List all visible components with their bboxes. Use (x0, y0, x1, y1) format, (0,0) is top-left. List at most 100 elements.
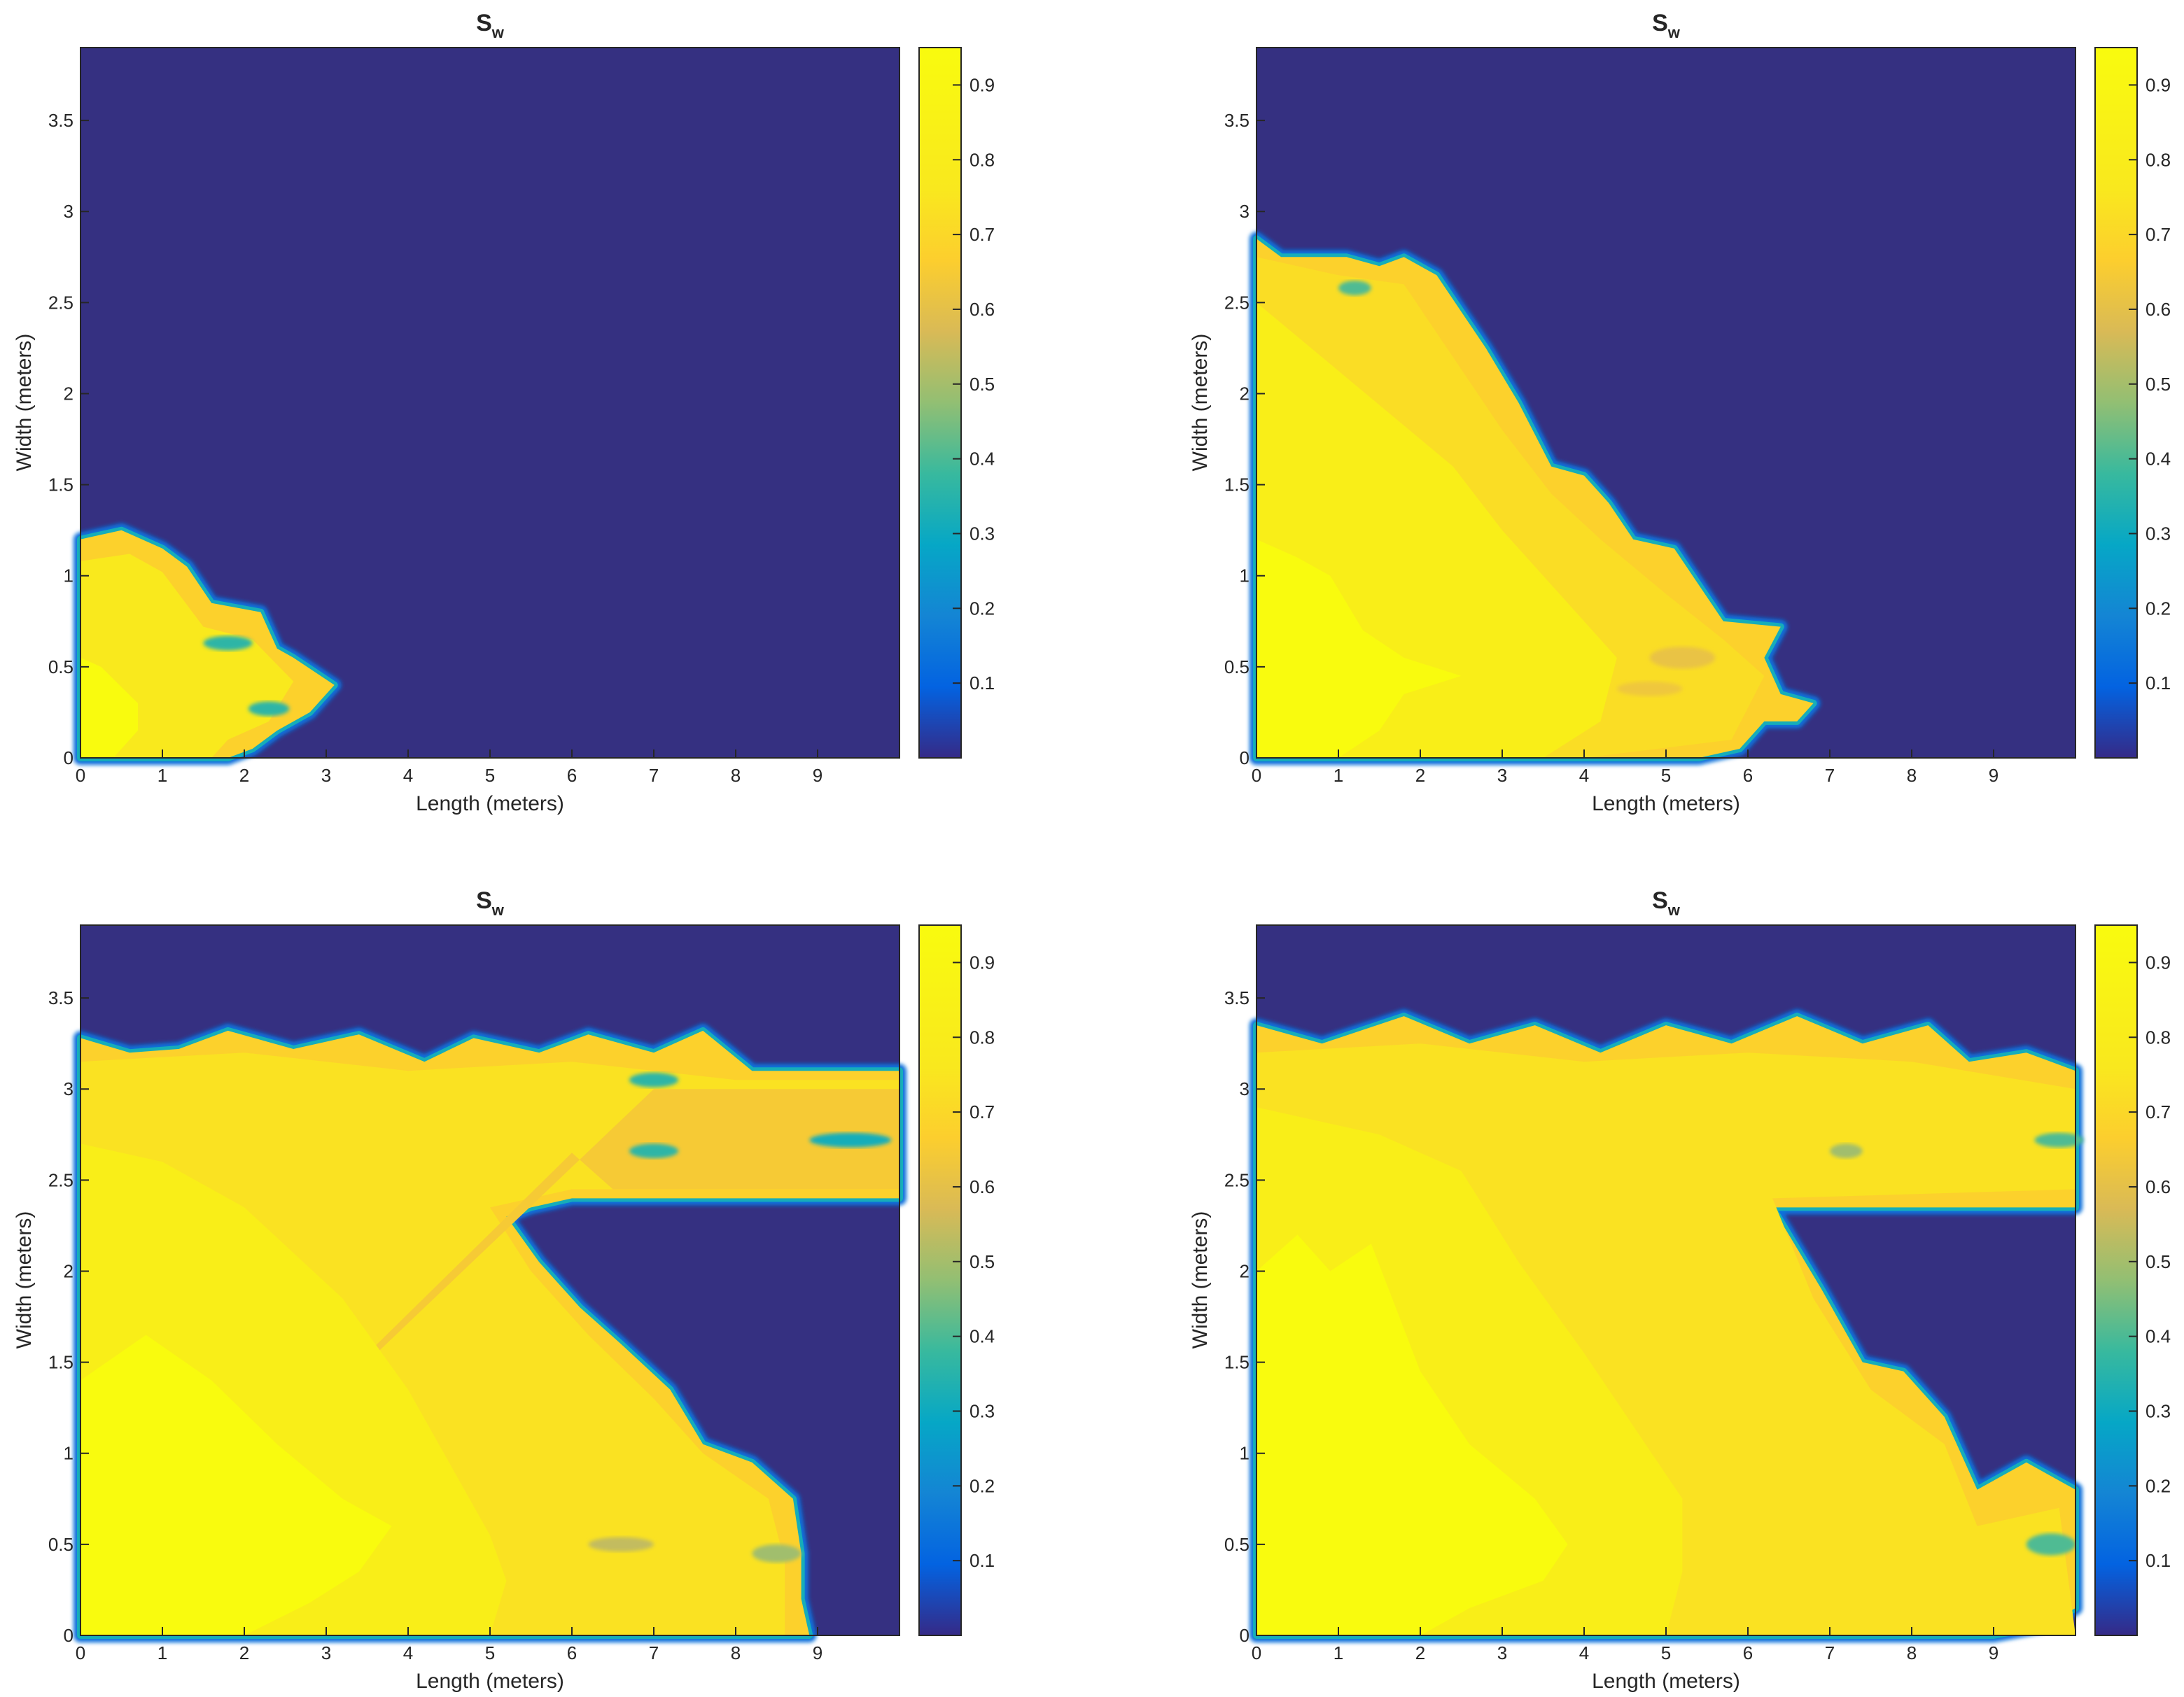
x-tick-label: 0 (1252, 765, 1261, 786)
panel-title: Sw (1652, 887, 1681, 919)
colorbar-tick-label: 0.4 (2146, 1326, 2171, 1347)
saturation-spot (2034, 1132, 2084, 1148)
x-tick-label: 3 (1497, 765, 1507, 786)
colorbar-gradient (918, 924, 962, 1636)
x-tick-label: 6 (1743, 765, 1753, 786)
x-tick-label: 0 (76, 765, 85, 786)
x-tick-label: 9 (813, 765, 822, 786)
x-tick-label: 2 (1415, 765, 1425, 786)
x-tick-label: 6 (1743, 1642, 1753, 1663)
x-tick-label: 9 (1989, 765, 1998, 786)
x-tick-label: 5 (1661, 1642, 1671, 1663)
y-axis-label: Width (meters) (1189, 334, 1212, 472)
colorbar-tick-label: 0.2 (969, 1475, 995, 1496)
colorbar-tick-label: 0.7 (2146, 1101, 2171, 1122)
title-subscript: w (1667, 24, 1681, 41)
y-tick-label: 3.5 (1224, 987, 1250, 1008)
saturation-spot (1649, 647, 1716, 669)
y-axis-label: Width (meters) (13, 334, 36, 472)
x-axis-ticks: 0 1 2 3 4 5 6 7 8 9 (1252, 1627, 1998, 1663)
plot-area: 0 1 2 3 4 5 6 7 8 9 0 0.5 1 1.5 2 2.5 3 3.5 (48, 924, 906, 1663)
colorbar-tick-label: 0.9 (969, 74, 995, 95)
saturation-spot (629, 1072, 679, 1087)
y-tick-label: 2 (64, 1260, 74, 1281)
y-tick-label: 0 (1240, 747, 1250, 768)
colorbar-tick-label: 0.9 (969, 952, 995, 973)
colorbar-tick-label: 0.4 (2146, 449, 2171, 470)
colorbar-tick-label: 0.8 (2146, 149, 2171, 170)
y-tick-label: 3.5 (1224, 110, 1250, 131)
colorbar-gradient (2094, 47, 2138, 759)
plot-area: 0 1 2 3 4 5 6 7 8 9 0 0.5 1 1.5 2 2.5 3 3.5 (48, 47, 900, 786)
colorbar-tick-label: 0.7 (969, 224, 995, 245)
y-tick-label: 2 (1240, 383, 1250, 404)
x-tick-label: 7 (649, 765, 659, 786)
y-tick-label: 1.5 (48, 1352, 74, 1373)
x-tick-label: 3 (321, 1642, 331, 1663)
y-tick-label: 0.5 (1224, 1534, 1250, 1555)
y-tick-label: 3 (1240, 201, 1250, 222)
colorbar-tick-label: 0.3 (2146, 523, 2171, 544)
colorbar-tick-label: 0.4 (969, 449, 995, 470)
x-axis-label: Length (meters) (1592, 1670, 1740, 1693)
colorbar: 0.1 0.2 0.3 0.4 0.5 0.6 0.7 0.8 0.9 (2094, 924, 2171, 1636)
colorbar-tick-label: 0.2 (2146, 1475, 2171, 1496)
panel-title: Sw (476, 10, 505, 41)
y-axis-label: Width (meters) (1189, 1211, 1212, 1349)
colorbar-tick-label: 0.7 (2146, 224, 2171, 245)
colorbar-ticks: 0.1 0.2 0.3 0.4 0.5 0.6 0.7 0.8 0.9 (2129, 952, 2171, 1571)
colorbar-gradient (2094, 924, 2138, 1636)
y-tick-label: 0 (1240, 1625, 1250, 1646)
x-tick-label: 4 (403, 1642, 413, 1663)
x-axis-label: Length (meters) (416, 792, 564, 815)
colorbar-ticks: 0.1 0.2 0.3 0.4 0.5 0.6 0.7 0.8 0.9 (953, 952, 995, 1571)
colorbar-tick-label: 0.8 (969, 149, 995, 170)
x-axis-ticks: 0 1 2 3 4 5 6 7 8 9 (1252, 749, 1998, 786)
colorbar-tick-label: 0.1 (969, 1550, 995, 1571)
saturation-spot (1338, 281, 1371, 295)
x-tick-label: 4 (1579, 1642, 1589, 1663)
plot-area: 0 1 2 3 4 5 6 7 8 9 0 0.5 1 1.5 2 2.5 3 3.5 (1224, 47, 2076, 786)
y-tick-label: 1.5 (48, 474, 74, 495)
panel-1: Sw 0 1 2 3 4 5 6 7 8 9 0 0.5 1 1.5 2 2.5 3 3.5 Length (m… (13, 10, 995, 815)
saturation-contour (1256, 539, 1462, 758)
x-tick-label: 7 (649, 1642, 659, 1663)
y-tick-label: 0.5 (1224, 656, 1250, 677)
saturation-spot (203, 635, 253, 651)
colorbar-tick-label: 0.6 (2146, 1176, 2171, 1197)
x-tick-label: 2 (1415, 1642, 1425, 1663)
saturation-spot (752, 1544, 802, 1563)
x-tick-label: 9 (813, 1642, 822, 1663)
saturation-spot (1830, 1143, 1863, 1159)
plot-area: 0 1 2 3 4 5 6 7 8 9 0 0.5 1 1.5 2 2.5 3 3.5 (1224, 924, 2084, 1663)
colorbar-gradient (918, 47, 962, 759)
colorbar: 0.1 0.2 0.3 0.4 0.5 0.6 0.7 0.8 0.9 (918, 924, 995, 1636)
saturation-spot (1616, 681, 1683, 696)
y-tick-label: 2 (64, 383, 74, 404)
x-tick-label: 1 (158, 765, 167, 786)
x-axis-ticks: 0 1 2 3 4 5 6 7 8 9 (76, 1627, 822, 1663)
saturation-spot (588, 1537, 654, 1552)
colorbar-tick-label: 0.1 (969, 673, 995, 693)
x-tick-label: 5 (485, 1642, 495, 1663)
title-main: S (476, 887, 492, 914)
y-tick-label: 3 (64, 1078, 74, 1099)
saturation-spot (809, 1132, 892, 1148)
y-tick-label: 2.5 (1224, 292, 1250, 313)
colorbar-tick-label: 0.6 (969, 1176, 995, 1197)
colorbar-tick-label: 0.6 (969, 299, 995, 320)
x-tick-label: 3 (1497, 1642, 1507, 1663)
colorbar-tick-label: 0.7 (969, 1101, 995, 1122)
x-tick-label: 6 (567, 1642, 577, 1663)
x-tick-label: 8 (731, 765, 741, 786)
colorbar-tick-label: 0.8 (2146, 1027, 2171, 1048)
y-tick-label: 2.5 (1224, 1169, 1250, 1190)
saturation-contour (80, 1335, 392, 1635)
x-tick-label: 7 (1825, 1642, 1835, 1663)
y-tick-label: 0.5 (48, 1534, 74, 1555)
saturation-spot (2026, 1533, 2076, 1556)
x-tick-label: 5 (485, 765, 495, 786)
colorbar-tick-label: 0.1 (2146, 673, 2171, 693)
panel-4: Sw 0 1 2 3 4 5 6 7 8 9 0 0.5 1 1.5 2 2.5 3 3.5 Length (m… (1189, 887, 2171, 1693)
colorbar-tick-label: 0.3 (2146, 1400, 2171, 1421)
